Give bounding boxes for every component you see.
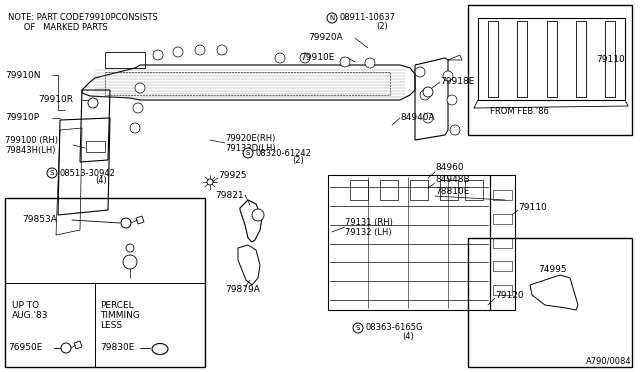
Circle shape (423, 113, 433, 123)
Text: UP TO: UP TO (12, 301, 39, 310)
Bar (5, 198, 205, 367)
Circle shape (443, 71, 453, 81)
Circle shape (327, 13, 337, 23)
Text: 79920E(RH): 79920E(RH) (225, 134, 275, 142)
Circle shape (133, 103, 143, 113)
Text: (4): (4) (95, 176, 107, 186)
Circle shape (450, 125, 460, 135)
Text: S: S (356, 325, 360, 331)
Text: 79910E: 79910E (300, 54, 334, 62)
Text: FROM FEB.'86: FROM FEB.'86 (490, 108, 549, 116)
Text: NOTE: PART CODE79910PCONSISTS: NOTE: PART CODE79910PCONSISTS (8, 13, 157, 22)
Text: 08363-6165G: 08363-6165G (365, 324, 422, 333)
Circle shape (88, 98, 98, 108)
Circle shape (420, 90, 430, 100)
Circle shape (300, 53, 310, 63)
Text: N: N (330, 15, 335, 21)
Text: 79853A: 79853A (22, 215, 57, 224)
Text: 79132 (LH): 79132 (LH) (345, 228, 392, 237)
Circle shape (130, 123, 140, 133)
Bar (468, 5, 632, 135)
Text: 79910N: 79910N (5, 71, 40, 80)
Text: OF   MARKED PARTS: OF MARKED PARTS (8, 23, 108, 32)
Text: 08320-61242: 08320-61242 (255, 148, 311, 157)
Text: 79910P: 79910P (5, 113, 39, 122)
Circle shape (126, 244, 134, 252)
Text: 84960: 84960 (435, 164, 463, 173)
Circle shape (275, 53, 285, 63)
Circle shape (353, 323, 363, 333)
Text: S: S (246, 150, 250, 156)
Text: (4): (4) (402, 333, 413, 341)
Text: LESS: LESS (100, 321, 122, 330)
Circle shape (153, 50, 163, 60)
Text: 79925: 79925 (218, 170, 246, 180)
Circle shape (135, 83, 145, 93)
Circle shape (340, 57, 350, 67)
Text: (2): (2) (292, 157, 304, 166)
Text: 84948B: 84948B (435, 176, 470, 185)
Text: TIMMING: TIMMING (100, 311, 140, 320)
Text: 79110: 79110 (596, 55, 625, 64)
Text: 79110: 79110 (518, 203, 547, 212)
Text: 08911-10637: 08911-10637 (339, 13, 395, 22)
Bar (468, 238, 632, 367)
Text: (2): (2) (376, 22, 388, 32)
Circle shape (47, 168, 57, 178)
Text: 76950E: 76950E (8, 343, 42, 353)
Text: 79920A: 79920A (308, 33, 343, 42)
Circle shape (415, 67, 425, 77)
Circle shape (243, 148, 253, 158)
Text: 79879A: 79879A (225, 285, 260, 295)
Circle shape (447, 95, 457, 105)
Text: 79120: 79120 (495, 291, 524, 299)
Text: 79131 (RH): 79131 (RH) (345, 218, 393, 227)
Text: AUG.'83: AUG.'83 (12, 311, 49, 320)
Circle shape (365, 58, 375, 68)
Text: 08513-30942: 08513-30942 (59, 169, 115, 177)
Text: 78810E: 78810E (435, 187, 469, 196)
Text: 74995: 74995 (538, 266, 566, 275)
Circle shape (423, 87, 433, 97)
Text: 79843H(LH): 79843H(LH) (5, 145, 56, 154)
Text: 799100 (RH): 799100 (RH) (5, 135, 58, 144)
Circle shape (123, 255, 137, 269)
Text: PERCEL: PERCEL (100, 301, 134, 310)
Text: 79821: 79821 (215, 190, 244, 199)
Text: 79830E: 79830E (100, 343, 134, 353)
Text: 79918E: 79918E (440, 77, 474, 87)
Circle shape (217, 45, 227, 55)
Text: 84940A: 84940A (400, 113, 435, 122)
Text: 79133D(LH): 79133D(LH) (225, 144, 276, 153)
Text: A790/0084: A790/0084 (586, 356, 632, 365)
Circle shape (207, 179, 213, 185)
Circle shape (195, 45, 205, 55)
Circle shape (252, 209, 264, 221)
Circle shape (61, 343, 71, 353)
Circle shape (121, 218, 131, 228)
Text: S: S (50, 170, 54, 176)
Circle shape (173, 47, 183, 57)
Text: 79910R: 79910R (38, 96, 73, 105)
